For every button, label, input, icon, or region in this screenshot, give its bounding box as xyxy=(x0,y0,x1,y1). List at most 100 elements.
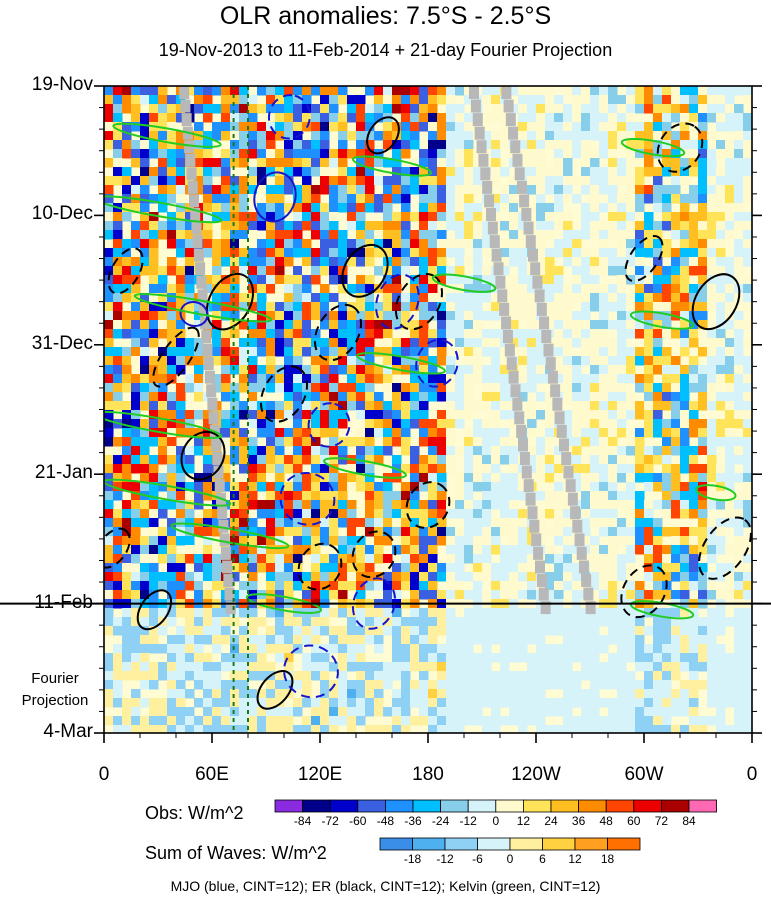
field-cell xyxy=(518,329,528,339)
field-cell xyxy=(446,383,456,393)
field-cell xyxy=(113,122,123,132)
field-cell xyxy=(527,626,537,636)
field-cell xyxy=(725,86,735,96)
field-cell xyxy=(284,374,294,384)
field-cell xyxy=(122,716,132,726)
field-cell xyxy=(338,590,348,600)
field-cell xyxy=(437,266,447,276)
field-cell xyxy=(716,428,726,438)
field-cell xyxy=(608,230,618,240)
field-cell xyxy=(608,716,618,726)
field-cell xyxy=(356,185,366,195)
field-cell xyxy=(248,383,258,393)
field-cell xyxy=(104,545,114,555)
kelvin-contour xyxy=(104,410,223,439)
field-cell xyxy=(716,518,726,528)
field-cell xyxy=(410,212,420,222)
field-cell xyxy=(509,329,519,339)
field-cell xyxy=(293,473,303,483)
field-cell xyxy=(464,680,474,690)
field-cell xyxy=(194,122,204,132)
field-cell xyxy=(374,248,384,258)
field-cell xyxy=(707,680,717,690)
field-cell xyxy=(140,167,150,177)
field-cell xyxy=(131,527,141,537)
field-cell xyxy=(131,626,141,636)
field-cell xyxy=(446,644,456,654)
field-cell xyxy=(131,122,141,132)
field-cell xyxy=(644,446,654,456)
field-cell xyxy=(653,104,663,114)
field-cell xyxy=(176,473,186,483)
field-cell xyxy=(239,716,249,726)
field-cell xyxy=(680,500,690,510)
field-cell xyxy=(437,176,447,186)
field-cell xyxy=(599,662,609,672)
field-cell xyxy=(383,563,393,573)
field-cell xyxy=(590,518,600,528)
field-cell xyxy=(338,347,348,357)
colorbar-swatch xyxy=(550,799,580,813)
field-cell xyxy=(464,653,474,663)
field-cell xyxy=(248,167,258,177)
field-cell xyxy=(545,284,555,294)
field-cell xyxy=(536,365,546,375)
missing-data-cell xyxy=(192,235,203,249)
field-cell xyxy=(266,572,276,582)
field-cell xyxy=(104,689,114,699)
field-cell xyxy=(131,329,141,339)
field-cell xyxy=(140,140,150,150)
field-cell xyxy=(104,230,114,240)
field-cell xyxy=(275,311,285,321)
missing-data-cell xyxy=(505,113,516,127)
field-cell xyxy=(392,140,402,150)
field-cell xyxy=(248,707,258,717)
field-cell xyxy=(464,716,474,726)
field-cell xyxy=(131,644,141,654)
field-cell xyxy=(374,320,384,330)
field-cell xyxy=(365,725,375,733)
obs-colorbar-label: Obs: W/m^2 xyxy=(145,803,244,823)
field-cell xyxy=(509,671,519,681)
field-cell xyxy=(707,203,717,213)
field-cell xyxy=(284,725,294,733)
field-cell xyxy=(716,437,726,447)
field-cell xyxy=(599,527,609,537)
field-cell xyxy=(518,689,528,699)
field-cell xyxy=(554,338,564,348)
field-cell xyxy=(410,95,420,105)
missing-data-cell xyxy=(217,506,228,520)
field-cell xyxy=(320,689,330,699)
field-cell xyxy=(491,293,501,303)
field-cell xyxy=(572,113,582,123)
field-cell xyxy=(374,401,384,411)
field-cell xyxy=(176,608,186,618)
field-cell xyxy=(311,536,321,546)
field-cell xyxy=(680,635,690,645)
field-cell xyxy=(311,662,321,672)
field-cell xyxy=(662,383,672,393)
field-cell xyxy=(221,221,231,231)
field-cell xyxy=(284,581,294,591)
field-cell xyxy=(410,410,420,420)
footer-legend: MJO (blue, CINT=12); ER (black, CINT=12)… xyxy=(170,878,601,894)
field-cell xyxy=(329,95,339,105)
field-cell xyxy=(347,383,357,393)
field-cell xyxy=(464,338,474,348)
field-cell xyxy=(266,536,276,546)
field-cell xyxy=(527,419,537,429)
field-cell xyxy=(266,347,276,357)
field-cell xyxy=(572,581,582,591)
field-cell xyxy=(518,491,528,501)
field-cell xyxy=(293,194,303,204)
field-cell xyxy=(599,680,609,690)
field-cell xyxy=(473,329,483,339)
field-cell xyxy=(644,374,654,384)
field-cell xyxy=(221,284,231,294)
field-cell xyxy=(734,689,744,699)
field-cell xyxy=(401,365,411,375)
field-cell xyxy=(617,311,627,321)
missing-data-cell xyxy=(482,180,493,194)
field-cell xyxy=(347,131,357,141)
field-cell xyxy=(653,635,663,645)
